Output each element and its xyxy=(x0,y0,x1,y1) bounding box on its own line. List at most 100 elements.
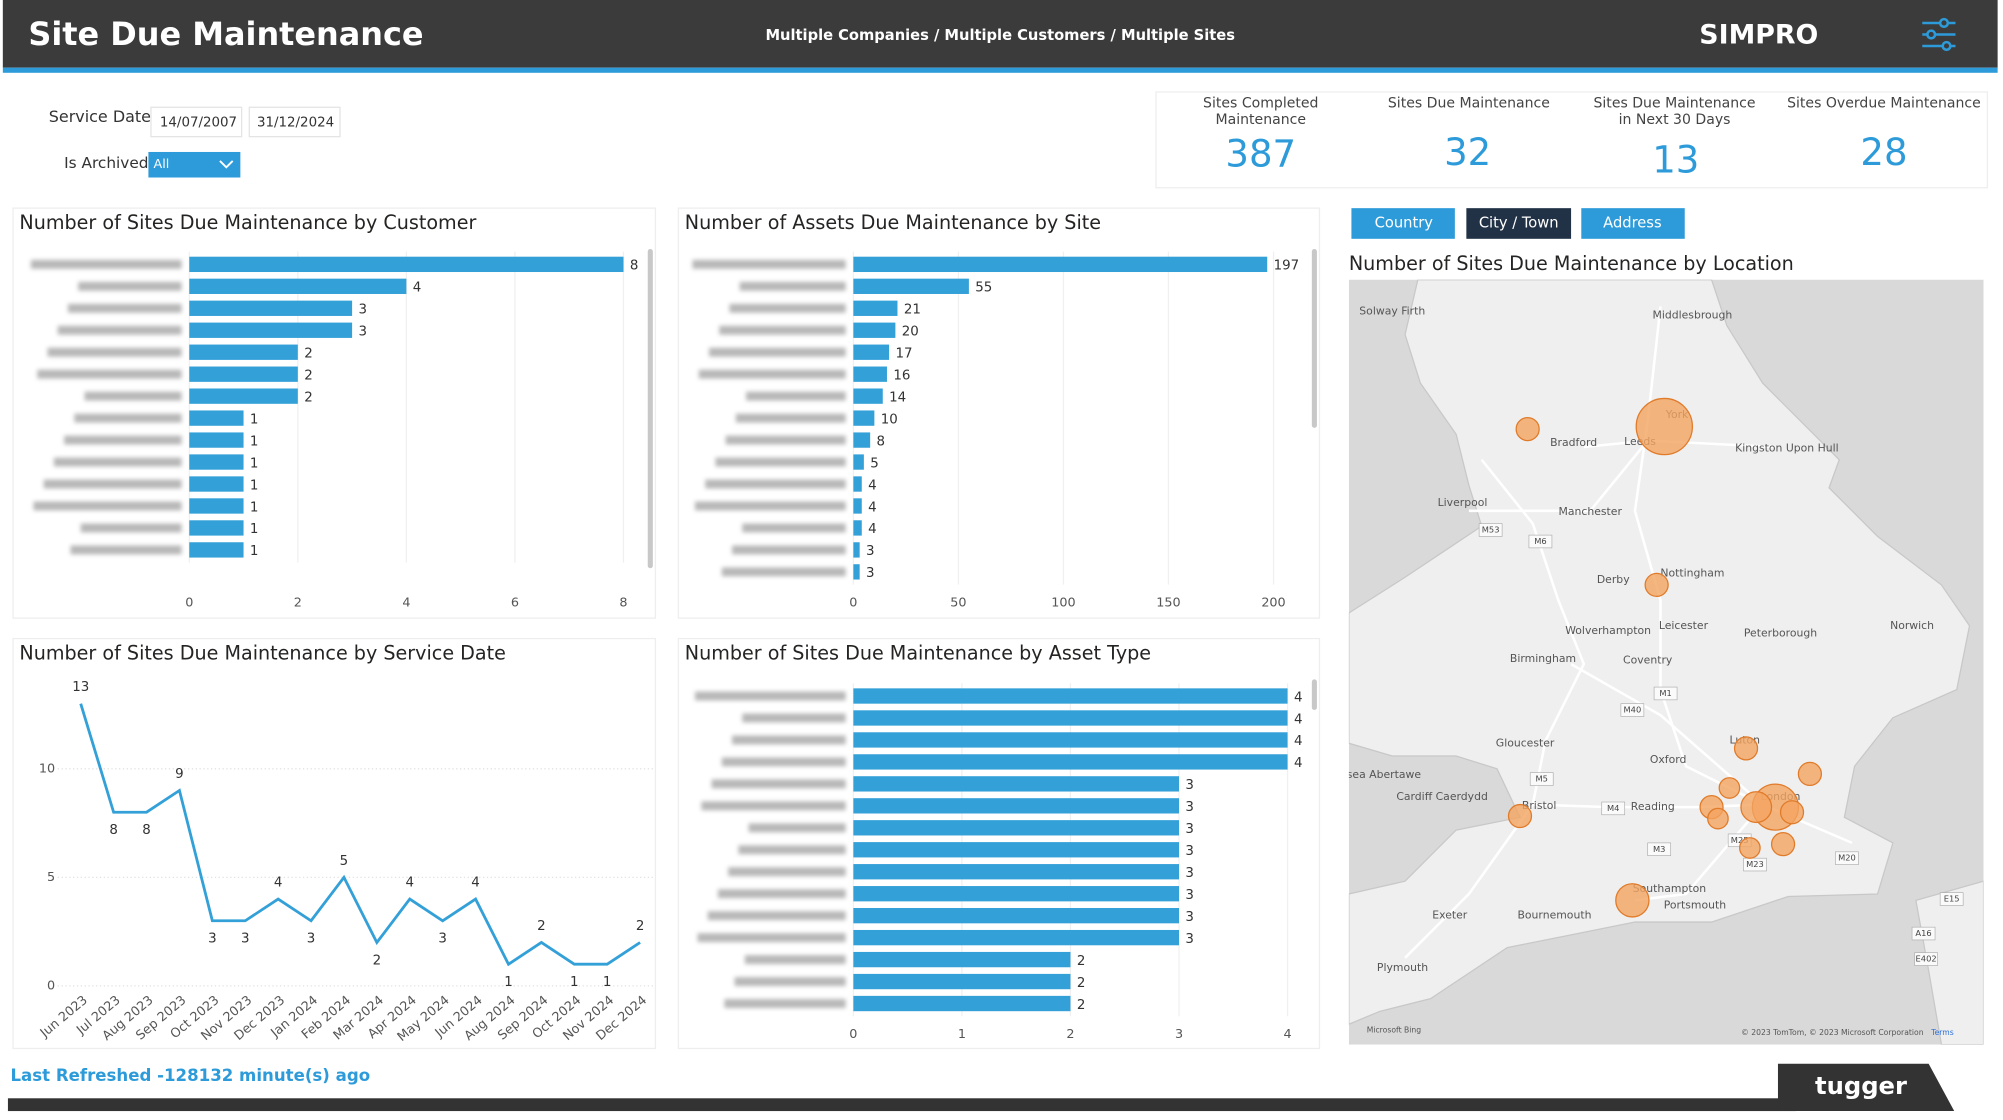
road-shield xyxy=(1601,801,1626,816)
map-bubble[interactable] xyxy=(1779,800,1805,825)
data-label: 2 xyxy=(304,390,313,405)
blurred-category-label xyxy=(728,867,846,877)
blurred-category-label xyxy=(717,889,846,899)
road-label: E15 xyxy=(1944,894,1960,904)
data-label: 2 xyxy=(304,346,313,361)
map-bubble[interactable] xyxy=(1707,807,1729,830)
map-bubble[interactable] xyxy=(1733,736,1759,761)
map-bubble[interactable] xyxy=(1507,803,1533,829)
data-label: 4 xyxy=(1294,690,1303,705)
settings-icon[interactable] xyxy=(1922,17,1956,52)
blurred-category-label xyxy=(732,735,846,745)
data-label: 3 xyxy=(1185,822,1194,837)
map-bubble[interactable] xyxy=(1718,777,1741,799)
road-shield xyxy=(1620,703,1645,717)
road-shield xyxy=(1835,851,1859,865)
blurred-category-label xyxy=(53,457,182,467)
map-place-label: Cardiff Caerdydd xyxy=(1396,790,1488,803)
bar xyxy=(853,929,1180,946)
data-label: 2 xyxy=(1077,998,1086,1013)
blurred-category-label xyxy=(43,479,182,489)
bar xyxy=(853,798,1180,814)
blurred-category-label xyxy=(744,955,846,965)
date-input[interactable] xyxy=(150,106,243,138)
data-label: 4 xyxy=(471,875,480,890)
data-label: 8 xyxy=(142,823,151,838)
map-place-label: Middlesbrough xyxy=(1652,308,1732,321)
chart-panel xyxy=(12,637,657,1050)
data-label: 3 xyxy=(1185,932,1194,947)
map-bubble[interactable] xyxy=(1515,416,1540,442)
y-tick-label: 0 xyxy=(47,978,55,993)
map-place-label: Bournemouth xyxy=(1517,909,1591,922)
road-label: A16 xyxy=(1915,928,1931,938)
bar xyxy=(189,256,624,273)
bar xyxy=(853,542,860,558)
map-place-label: Exeter xyxy=(1432,909,1468,922)
map-bubble[interactable] xyxy=(1797,761,1823,787)
bar xyxy=(853,688,1288,704)
bar xyxy=(189,432,244,448)
bar xyxy=(189,278,407,294)
blurred-category-label xyxy=(695,691,846,701)
data-label: 10 xyxy=(881,412,898,427)
kpi-label-box: Sites Overdue Maintenance xyxy=(1787,95,1981,112)
bar xyxy=(853,278,969,294)
blurred-category-label xyxy=(707,911,846,921)
map-terms[interactable]: Terms xyxy=(1930,1028,1954,1037)
data-label: 4 xyxy=(1294,756,1303,771)
bar xyxy=(853,864,1180,880)
bar xyxy=(853,366,887,382)
kpi-label-box: Sites Due Maintenance xyxy=(1388,95,1550,112)
map-bubble[interactable] xyxy=(1635,397,1694,456)
bar xyxy=(853,256,1268,273)
map-level-button[interactable] xyxy=(1581,208,1685,239)
data-label: 4 xyxy=(868,478,877,493)
map-provider: Microsoft Bing xyxy=(1367,1026,1422,1035)
blurred-category-label xyxy=(697,933,846,943)
map-bubble[interactable] xyxy=(1739,837,1761,859)
blurred-category-label xyxy=(725,435,846,445)
scrollbar xyxy=(647,249,653,569)
blurred-category-label xyxy=(80,523,182,533)
data-label: 3 xyxy=(1185,910,1194,925)
data-label: 14 xyxy=(889,390,906,405)
map-level-button[interactable] xyxy=(1351,208,1455,239)
x-tick-label: 50 xyxy=(950,595,966,610)
data-label: 4 xyxy=(405,875,414,890)
road-shield xyxy=(1653,686,1678,701)
bar xyxy=(189,454,244,470)
data-label: 17 xyxy=(895,346,912,361)
x-tick-label: 4 xyxy=(1284,1027,1292,1042)
map-level-button[interactable] xyxy=(1466,208,1572,239)
data-label: 55 xyxy=(975,281,992,296)
kpi-value: 13 xyxy=(1652,139,1699,182)
blurred-category-label xyxy=(739,281,846,291)
data-label: 8 xyxy=(630,259,639,274)
scrollbar xyxy=(1311,249,1317,428)
road-label: M3 xyxy=(1653,844,1665,854)
bar xyxy=(853,388,883,404)
bar xyxy=(853,498,862,514)
date-start: 14/07/2007 xyxy=(160,116,237,131)
data-label: 3 xyxy=(1185,844,1194,859)
data-label: 5 xyxy=(870,456,879,471)
x-tick-label: 2 xyxy=(294,595,302,610)
map-bubble[interactable] xyxy=(1740,791,1773,824)
map-bubble[interactable] xyxy=(1615,883,1650,918)
date-end: 31/12/2024 xyxy=(257,116,334,131)
filter-label: Service Date xyxy=(49,107,151,126)
road-label: M5 xyxy=(1535,774,1547,784)
filter-label: Is Archived xyxy=(64,154,148,172)
data-label: 1 xyxy=(250,522,259,537)
data-label: 9 xyxy=(175,767,184,782)
map-bubble[interactable] xyxy=(1770,832,1796,857)
data-label: 1 xyxy=(250,456,259,471)
data-label: 4 xyxy=(1294,734,1303,749)
blurred-category-label xyxy=(57,325,182,335)
bar xyxy=(853,995,1071,1012)
map-bubble[interactable] xyxy=(1644,572,1669,598)
map-place-label: Wolverhampton xyxy=(1565,624,1651,637)
date-input[interactable] xyxy=(248,106,341,138)
blurred-category-label xyxy=(33,501,182,511)
